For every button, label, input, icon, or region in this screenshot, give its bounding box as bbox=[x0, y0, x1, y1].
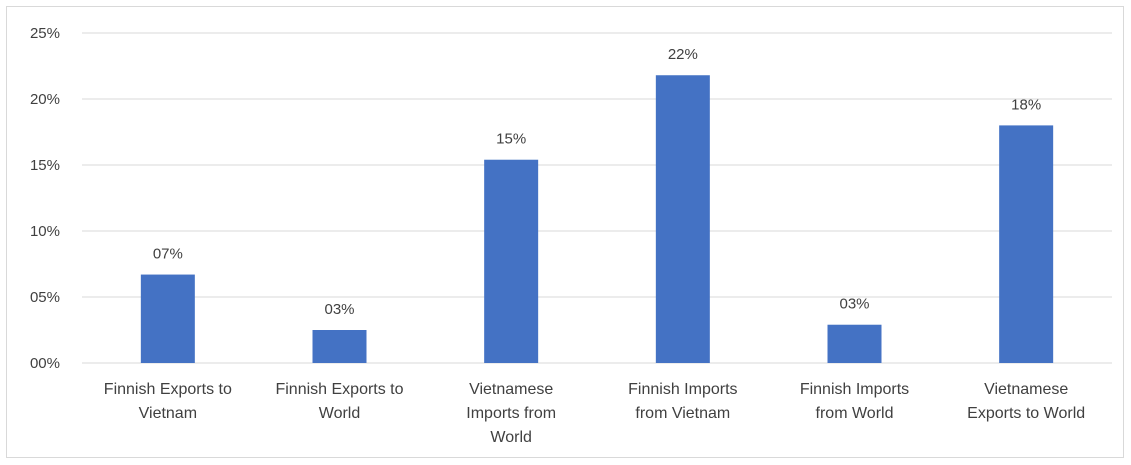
category-label-line: Vietnamese bbox=[984, 381, 1068, 398]
y-tick-label: 00% bbox=[30, 355, 60, 372]
category-label: Vietnamese Imports from World bbox=[466, 381, 556, 446]
category-label: Finnish Imports from World bbox=[800, 381, 909, 422]
y-tick-label: 05% bbox=[30, 289, 60, 306]
data-label: 15% bbox=[496, 131, 526, 148]
data-label: 22% bbox=[668, 46, 698, 63]
bar bbox=[999, 125, 1054, 364]
y-axis-tick-labels: 00% 05% 10% 15% 20% 25% bbox=[30, 25, 60, 372]
data-labels: 07% 03% 15% 22% 03% 18% bbox=[153, 46, 1041, 318]
data-label: 03% bbox=[324, 301, 354, 318]
category-label-line: Vietnamese bbox=[469, 381, 553, 398]
bar bbox=[655, 75, 710, 364]
category-label-line: Vietnam bbox=[139, 405, 197, 422]
y-tick-label: 10% bbox=[30, 223, 60, 240]
category-label-line: Imports from bbox=[466, 405, 556, 422]
category-label-line: Finnish Exports to bbox=[275, 381, 403, 398]
y-tick-label: 20% bbox=[30, 91, 60, 108]
bar bbox=[312, 330, 367, 363]
category-label-line: from World bbox=[816, 405, 894, 422]
bar bbox=[827, 324, 882, 363]
category-label-line: Finnish Exports to bbox=[104, 381, 232, 398]
bars bbox=[140, 75, 1054, 364]
data-label: 03% bbox=[839, 296, 869, 313]
category-label: Finnish Imports from Vietnam bbox=[628, 381, 737, 422]
category-label-line: Exports to World bbox=[967, 405, 1085, 422]
data-label: 07% bbox=[153, 246, 183, 263]
bar bbox=[140, 274, 195, 363]
category-label-line: World bbox=[490, 429, 532, 446]
category-label: Vietnamese Exports to World bbox=[967, 381, 1085, 422]
y-tick-label: 25% bbox=[30, 25, 60, 42]
category-label-line: Finnish Imports bbox=[800, 381, 909, 398]
category-label-line: from Vietnam bbox=[635, 405, 730, 422]
y-tick-label: 15% bbox=[30, 157, 60, 174]
gridlines bbox=[82, 32, 1112, 364]
category-label: Finnish Exports to Vietnam bbox=[104, 381, 232, 422]
bar bbox=[484, 159, 539, 363]
data-label: 18% bbox=[1011, 96, 1041, 113]
chart-frame bbox=[6, 6, 1124, 458]
category-label: Finnish Exports to World bbox=[275, 381, 403, 422]
category-label-line: Finnish Imports bbox=[628, 381, 737, 398]
category-label-line: World bbox=[319, 405, 361, 422]
